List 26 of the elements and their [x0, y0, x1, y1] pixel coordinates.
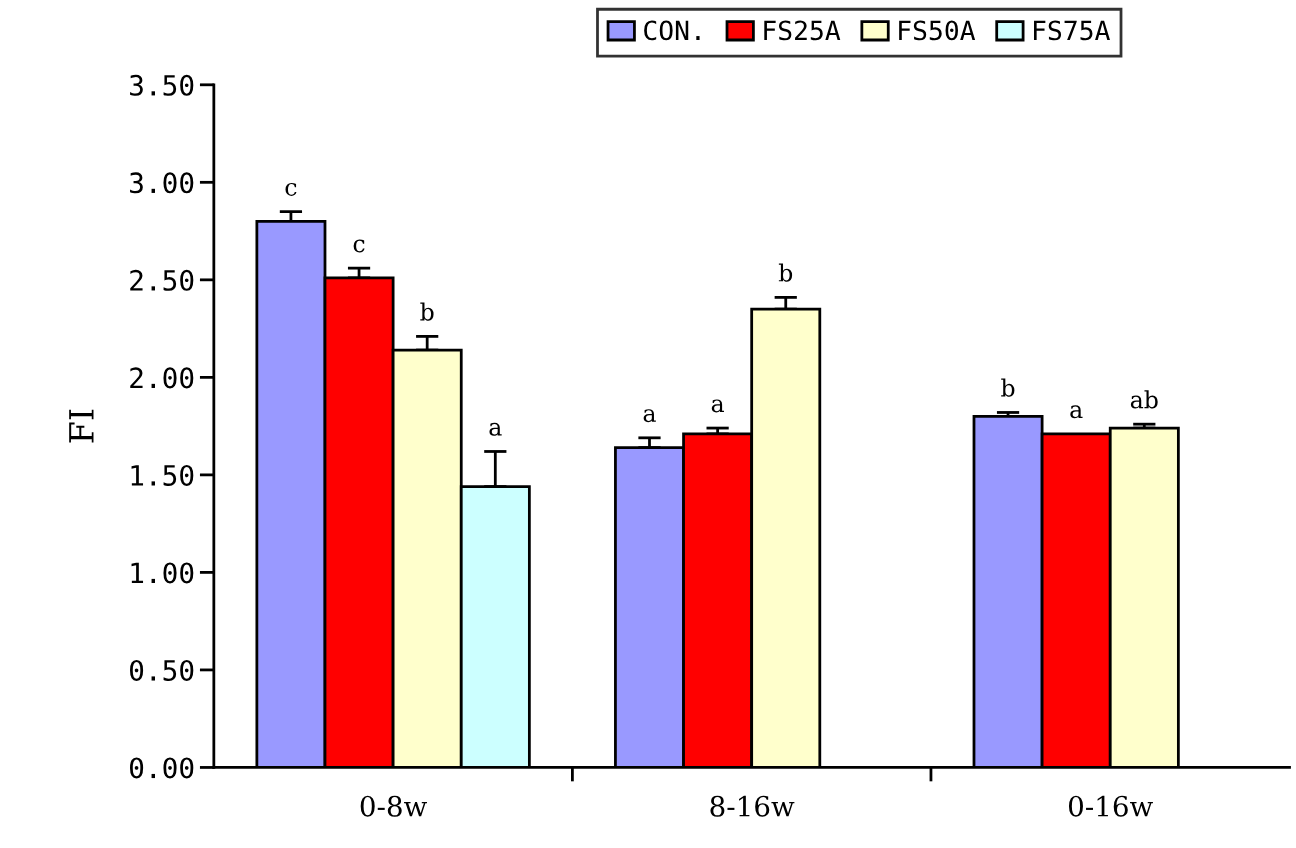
x-tick-label: 0-16w — [1068, 795, 1153, 817]
y-tick-label: 3.00 — [130, 172, 194, 194]
data-label: a — [1070, 405, 1083, 419]
data-label: a — [643, 409, 656, 423]
data-label: c — [285, 182, 297, 196]
data-label: c — [353, 239, 365, 253]
y-axis-title: FI — [69, 409, 94, 443]
y-tick-label: 1.00 — [131, 562, 194, 584]
legend-label: FS50A — [899, 20, 976, 41]
x-tick-label: 8-16w — [710, 795, 795, 817]
x-tick-label: 0-8w — [360, 795, 428, 817]
y-tick-label: 2.00 — [130, 367, 194, 389]
legend-label: CON. — [644, 20, 700, 41]
data-label: b — [420, 302, 434, 321]
data-label: a — [489, 422, 502, 436]
y-tick-label: 2.50 — [130, 269, 194, 291]
y-tick-label: 0.50 — [130, 659, 194, 681]
data-label: a — [711, 399, 724, 413]
data-label: ab — [1130, 390, 1158, 409]
legend-label: FS75A — [1034, 20, 1110, 41]
data-label: b — [1001, 378, 1015, 397]
y-tick-label: 3.50 — [130, 74, 194, 96]
legend-label: FS25A — [764, 20, 841, 41]
y-tick-label: 1.50 — [131, 464, 194, 486]
data-label: b — [778, 263, 793, 282]
y-tick-label: 0.00 — [130, 757, 194, 779]
